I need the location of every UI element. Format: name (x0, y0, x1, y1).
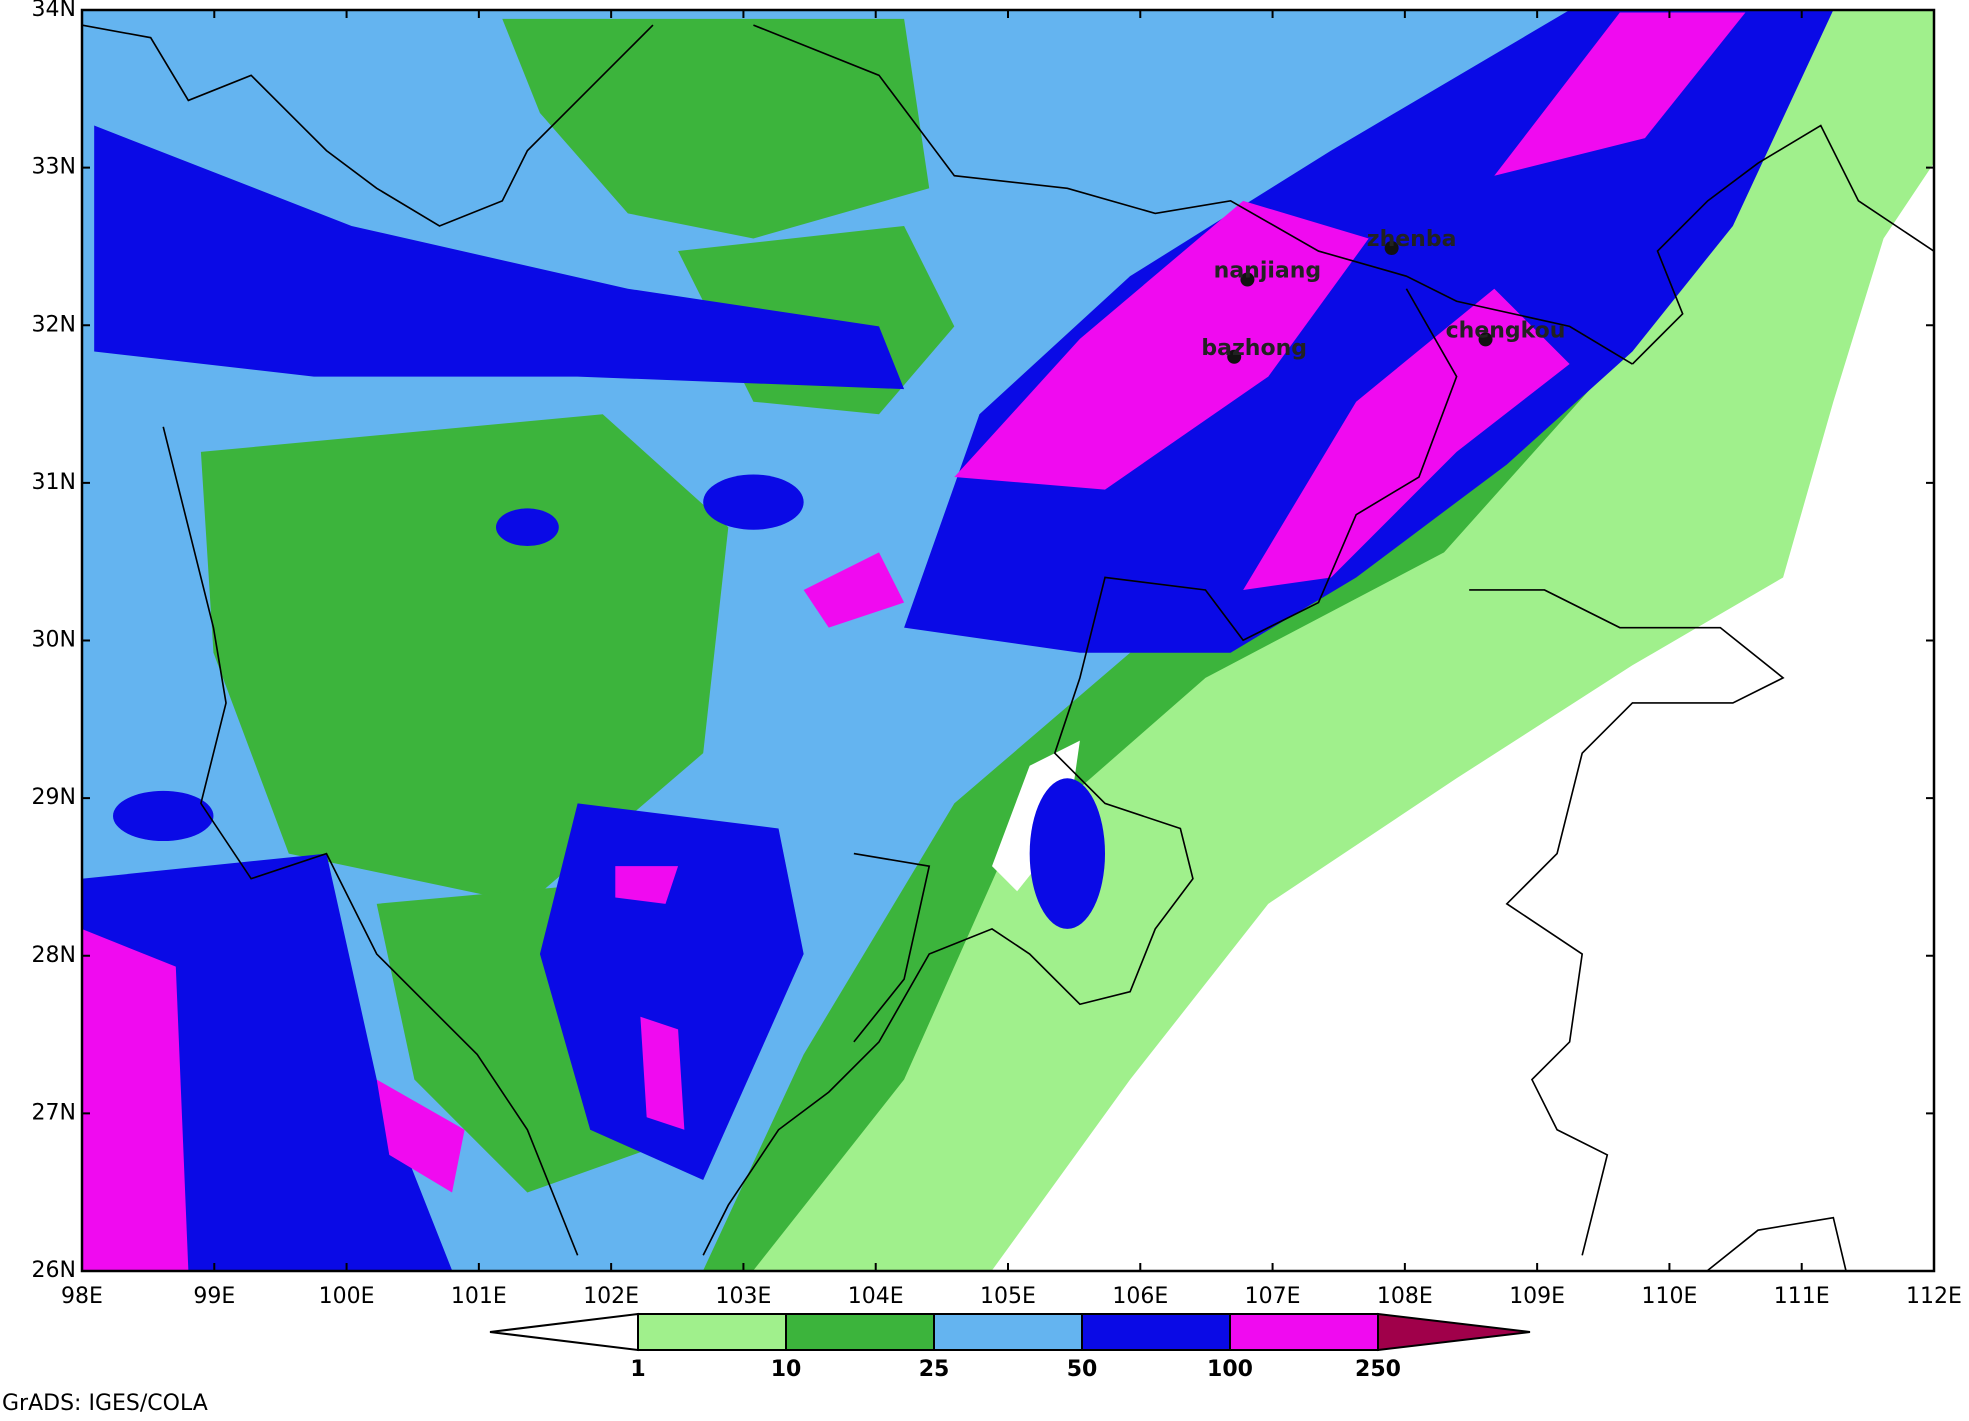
y-tick-label: 27N (32, 1100, 76, 1125)
city-marker (1240, 272, 1255, 287)
city-marker (1227, 349, 1242, 364)
credit: GrADS: IGES/COLA (2, 1391, 208, 1416)
colorbar-label: 250 (1355, 1357, 1401, 1382)
x-tick-label: 103E (715, 1284, 771, 1309)
colorbar-segment (933, 1313, 1083, 1351)
city-label: nanjiang (1214, 259, 1322, 284)
x-tick-label: 106E (1112, 1284, 1168, 1309)
city-label: chengkou (1446, 318, 1566, 343)
y-tick-label: 31N (32, 470, 76, 495)
city-label: bazhong (1201, 336, 1307, 361)
city-marker (1384, 241, 1399, 256)
y-tick-label: 34N (32, 0, 76, 22)
y-tick-label: 30N (32, 628, 76, 653)
y-tick-label: 32N (32, 312, 76, 337)
colorbar-segment (785, 1313, 935, 1351)
x-tick-label: 110E (1641, 1284, 1697, 1309)
x-tick-label: 107E (1245, 1284, 1301, 1309)
y-tick-label: 29N (32, 785, 76, 810)
colorbar-label: 1 (630, 1357, 645, 1382)
x-tick-label: 100E (319, 1284, 375, 1309)
colorbar-arrow-high (1377, 1312, 1531, 1352)
city-label: zhenba (1367, 227, 1457, 252)
city-marker (1478, 332, 1493, 347)
x-tick-label: 109E (1509, 1284, 1565, 1309)
y-tick-label: 28N (32, 943, 76, 968)
colorbar-label: 50 (1067, 1357, 1098, 1382)
x-tick-label: 111E (1774, 1284, 1830, 1309)
colorbar-label: 25 (919, 1357, 950, 1382)
colorbar-arrow-low (489, 1312, 639, 1352)
colorbar-segment (637, 1313, 787, 1351)
colorbar-label: 10 (771, 1357, 802, 1382)
y-tick-label: 26N (32, 1258, 76, 1283)
x-tick-label: 105E (980, 1284, 1036, 1309)
x-tick-label: 101E (451, 1284, 507, 1309)
precipitation-field (81, 10, 1934, 1271)
x-tick-label: 102E (583, 1284, 639, 1309)
x-tick-label: 108E (1377, 1284, 1433, 1309)
colorbar-label: 100 (1207, 1357, 1253, 1382)
x-tick-label: 104E (848, 1284, 904, 1309)
x-tick-label: 98E (61, 1284, 103, 1309)
colorbar-segment (1081, 1313, 1231, 1351)
x-tick-label: 112E (1906, 1284, 1962, 1309)
colorbar-segment (1229, 1313, 1379, 1351)
y-tick-label: 33N (32, 155, 76, 180)
x-tick-label: 99E (193, 1284, 235, 1309)
